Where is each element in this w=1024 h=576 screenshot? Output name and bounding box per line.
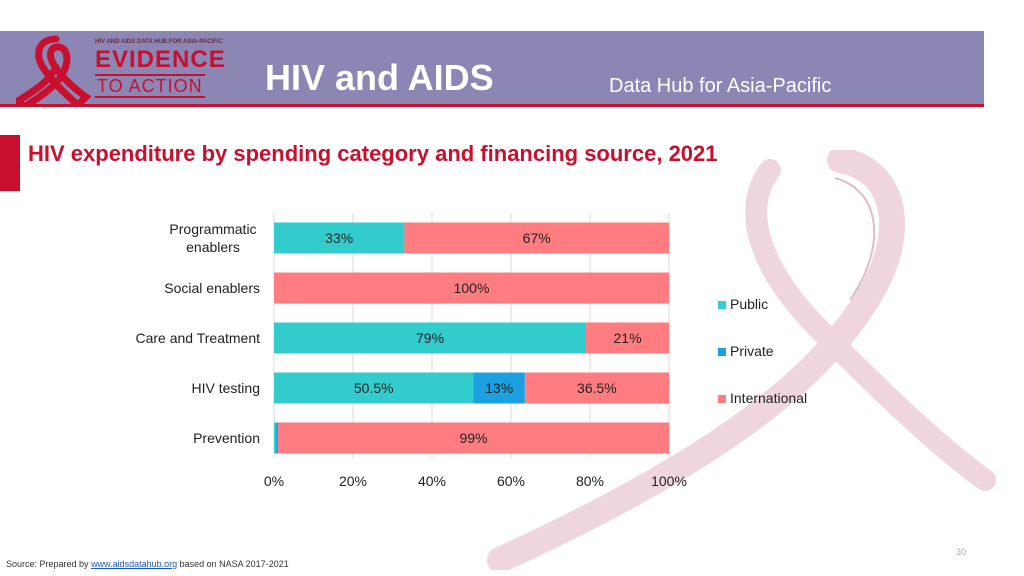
logo-to-action-text: TO ACTION bbox=[95, 74, 205, 98]
data-label: 67% bbox=[523, 230, 551, 246]
x-tick-label: 40% bbox=[418, 473, 446, 489]
red-ribbon-icon bbox=[16, 35, 92, 107]
bar-segment-public bbox=[274, 372, 474, 404]
legend-swatch-international bbox=[718, 395, 726, 403]
data-label: 99% bbox=[459, 430, 487, 446]
x-tick-label: 80% bbox=[576, 473, 604, 489]
bar-segment-international bbox=[586, 322, 669, 354]
category-label: Programmatic bbox=[169, 221, 256, 237]
logo-hub-text: HIV AND AIDS DATA HUB FOR ASIA-PACIFIC bbox=[95, 39, 223, 45]
category-label: Social enablers bbox=[164, 280, 260, 296]
bar-segment-public bbox=[274, 422, 276, 454]
bar-segment-private bbox=[275, 422, 278, 454]
category-label: Care and Treatment bbox=[135, 330, 260, 346]
header-bar: HIV AND AIDS DATA HUB FOR ASIA-PACIFIC E… bbox=[0, 31, 984, 107]
app-title: HIV and AIDS bbox=[265, 57, 494, 98]
legend-label-public: Public bbox=[730, 296, 769, 312]
bar-segment-public bbox=[274, 222, 405, 254]
evidence-to-action-logo[interactable]: HIV AND AIDS DATA HUB FOR ASIA-PACIFIC E… bbox=[16, 35, 246, 107]
legend-swatch-public bbox=[718, 301, 726, 309]
data-label: 50.5% bbox=[354, 380, 394, 396]
source-suffix: based on NASA 2017-2021 bbox=[177, 559, 289, 569]
app-subtitle: Data Hub for Asia-Pacific bbox=[609, 75, 832, 97]
data-label: 100% bbox=[454, 280, 490, 296]
bar-segment-international bbox=[404, 222, 669, 254]
data-label: 79% bbox=[416, 330, 444, 346]
chart-title: HIV expenditure by spending category and… bbox=[28, 141, 718, 166]
legend-swatch-private bbox=[718, 348, 726, 356]
bar-segment-international bbox=[274, 272, 669, 304]
x-tick-label: 60% bbox=[497, 473, 525, 489]
x-tick-label: 20% bbox=[339, 473, 367, 489]
data-label: 36.5% bbox=[577, 380, 617, 396]
source-prefix: Source: Prepared by bbox=[6, 559, 92, 569]
data-label: 21% bbox=[614, 330, 642, 346]
page-number: 30 bbox=[956, 547, 967, 557]
background-ribbon-decoration bbox=[487, 150, 996, 570]
x-tick-label: 100% bbox=[651, 473, 687, 489]
bar-segment-private bbox=[473, 372, 525, 404]
bar-segment-public bbox=[274, 322, 587, 354]
legend-label-international: International bbox=[730, 390, 808, 406]
category-label: enablers bbox=[186, 239, 240, 255]
x-tick-label: 0% bbox=[264, 473, 284, 489]
bar-segment-international bbox=[524, 372, 669, 404]
data-label: 13% bbox=[485, 380, 513, 396]
logo-evidence-text: EVIDENCE bbox=[95, 46, 226, 73]
category-label: Prevention bbox=[193, 430, 260, 446]
source-link[interactable]: www.aidsdatahub.org bbox=[91, 559, 178, 569]
bar-segment-international bbox=[277, 422, 669, 454]
data-label: 33% bbox=[325, 230, 353, 246]
source-note: Source: Prepared by www.aidsdatahub.org … bbox=[6, 559, 289, 569]
category-label: HIV testing bbox=[192, 380, 260, 396]
legend-label-private: Private bbox=[730, 343, 774, 359]
title-accent-bar bbox=[0, 135, 20, 191]
